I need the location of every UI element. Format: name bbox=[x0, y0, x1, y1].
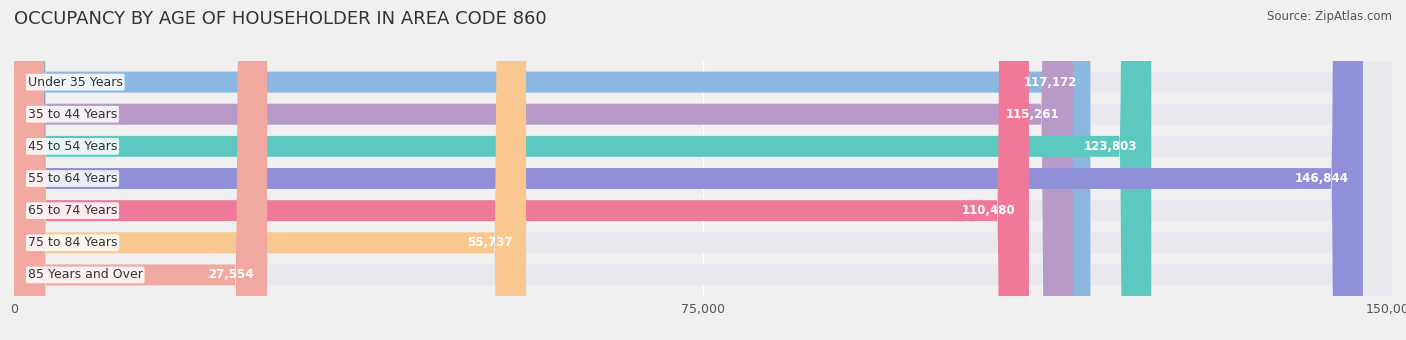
Text: 65 to 74 Years: 65 to 74 Years bbox=[28, 204, 117, 217]
Text: 75 to 84 Years: 75 to 84 Years bbox=[28, 236, 117, 249]
Text: 35 to 44 Years: 35 to 44 Years bbox=[28, 108, 117, 121]
Text: OCCUPANCY BY AGE OF HOUSEHOLDER IN AREA CODE 860: OCCUPANCY BY AGE OF HOUSEHOLDER IN AREA … bbox=[14, 10, 547, 28]
FancyBboxPatch shape bbox=[14, 0, 267, 340]
FancyBboxPatch shape bbox=[14, 0, 1152, 340]
Text: 117,172: 117,172 bbox=[1024, 75, 1077, 89]
Text: 123,803: 123,803 bbox=[1084, 140, 1137, 153]
FancyBboxPatch shape bbox=[14, 0, 1392, 340]
Text: Source: ZipAtlas.com: Source: ZipAtlas.com bbox=[1267, 10, 1392, 23]
Text: 45 to 54 Years: 45 to 54 Years bbox=[28, 140, 117, 153]
FancyBboxPatch shape bbox=[14, 0, 1392, 340]
Text: 55 to 64 Years: 55 to 64 Years bbox=[28, 172, 117, 185]
FancyBboxPatch shape bbox=[14, 0, 1392, 340]
FancyBboxPatch shape bbox=[14, 0, 526, 340]
FancyBboxPatch shape bbox=[14, 0, 1392, 340]
FancyBboxPatch shape bbox=[14, 0, 1029, 340]
Text: 85 Years and Over: 85 Years and Over bbox=[28, 268, 143, 282]
FancyBboxPatch shape bbox=[14, 0, 1392, 340]
FancyBboxPatch shape bbox=[14, 0, 1091, 340]
Text: 55,737: 55,737 bbox=[467, 236, 512, 249]
Text: 146,844: 146,844 bbox=[1295, 172, 1350, 185]
Text: 110,480: 110,480 bbox=[962, 204, 1015, 217]
Text: Under 35 Years: Under 35 Years bbox=[28, 75, 122, 89]
Text: 115,261: 115,261 bbox=[1005, 108, 1059, 121]
FancyBboxPatch shape bbox=[14, 0, 1392, 340]
Text: 27,554: 27,554 bbox=[208, 268, 253, 282]
FancyBboxPatch shape bbox=[14, 0, 1392, 340]
FancyBboxPatch shape bbox=[14, 0, 1362, 340]
FancyBboxPatch shape bbox=[14, 0, 1073, 340]
